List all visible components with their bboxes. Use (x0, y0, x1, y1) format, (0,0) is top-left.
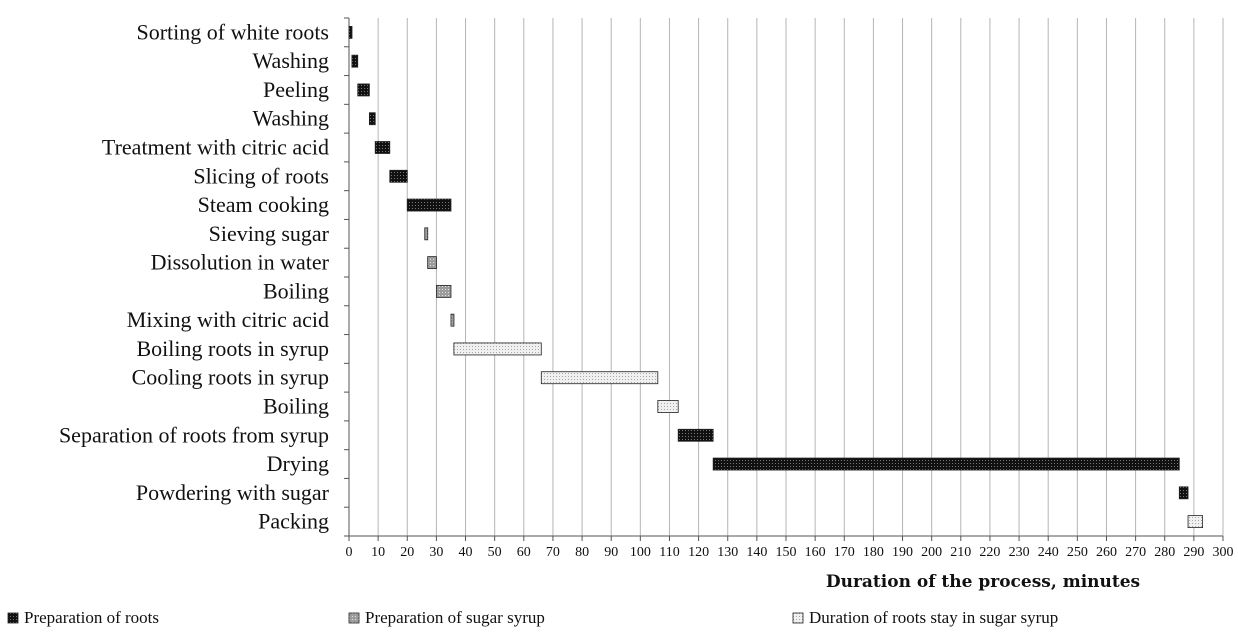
task-bar (453, 342, 542, 356)
x-tick-label: 0 (346, 545, 353, 560)
x-tick-label: 180 (863, 545, 884, 560)
x-tick-label: 90 (604, 545, 618, 560)
task-labels: Sorting of white roots Washing Peeling Wash… (59, 19, 330, 533)
task-label: Steam cooking (198, 192, 329, 217)
legend: Preparation of roots Preparation of sugar… (7, 608, 1058, 627)
task-label: Boiling roots in syrup (136, 336, 329, 361)
x-tick-label: 160 (805, 545, 826, 560)
legend-entry: Preparation of roots (24, 608, 159, 627)
x-tick-label: 210 (950, 545, 971, 560)
x-tick-label: 260 (1096, 545, 1117, 560)
task-bar (374, 141, 391, 154)
task-label: Sorting of white roots (137, 19, 330, 44)
x-tick-label: 110 (659, 545, 679, 560)
task-label: Sieving sugar (209, 221, 330, 246)
x-tick-label: 240 (1038, 545, 1059, 560)
task-bar (389, 169, 408, 183)
bars (348, 25, 1204, 529)
task-label: Mixing with citric acid (127, 307, 329, 332)
task-bar (540, 371, 659, 385)
x-tick-label: 100 (630, 545, 651, 560)
task-bar (657, 400, 679, 413)
x-tick-label: 190 (892, 545, 913, 560)
task-bar (406, 198, 452, 212)
task-bar (712, 457, 1180, 471)
x-tick-label: 220 (979, 545, 1000, 560)
task-label: Drying (267, 451, 329, 476)
x-axis-title: Duration of the process, minutes (826, 572, 1140, 592)
x-tick-label: 200 (921, 545, 942, 560)
x-tick-label: 80 (575, 545, 589, 560)
task-label: Treatment with citric acid (102, 135, 329, 160)
x-tick-labels: 0 10 20 30 40 50 60 70 80 90 100 110 120 130 140 150 160… (346, 545, 1234, 560)
task-label: Separation of roots from syrup (59, 422, 329, 447)
legend-swatch (348, 612, 360, 624)
task-label: Boiling (263, 394, 329, 419)
x-tick-label: 270 (1125, 545, 1146, 560)
legend-entry: Duration of roots stay in sugar syrup (809, 608, 1058, 627)
task-label: Washing (253, 106, 329, 131)
task-label: Slicing of roots (193, 163, 329, 188)
x-tick-label: 40 (459, 545, 473, 560)
x-tick-label: 50 (488, 545, 502, 560)
task-label: Packing (258, 509, 329, 534)
x-tick-label: 280 (1154, 545, 1175, 560)
x-tick-label: 290 (1183, 545, 1204, 560)
task-bar (424, 227, 429, 241)
legend-swatch (7, 612, 19, 624)
x-tick-label: 300 (1213, 545, 1234, 560)
axes (344, 17, 1224, 541)
x-tick-label: 130 (717, 545, 738, 560)
task-bar (435, 284, 452, 298)
x-tick-label: 60 (517, 545, 531, 560)
x-tick-label: 120 (688, 545, 709, 560)
x-tick-label: 10 (371, 545, 385, 560)
x-tick-label: 20 (400, 545, 414, 560)
task-label: Powdering with sugar (136, 480, 330, 505)
task-label: Dissolution in water (151, 250, 330, 275)
task-bar (450, 313, 455, 327)
task-bar (348, 25, 353, 39)
legend-entry: Preparation of sugar syrup (365, 608, 545, 627)
x-tick-label: 150 (776, 545, 797, 560)
x-tick-label: 250 (1067, 545, 1088, 560)
task-label: Peeling (263, 77, 329, 102)
task-bar (677, 428, 714, 442)
legend-swatch (792, 612, 804, 624)
x-tick-label: 170 (834, 545, 855, 560)
x-tick-label: 70 (546, 545, 560, 560)
grid-lines (348, 18, 1224, 536)
x-tick-label: 140 (746, 545, 767, 560)
task-label: Boiling (263, 278, 329, 303)
task-label: Cooling roots in syrup (132, 365, 329, 390)
task-bar (427, 256, 437, 270)
task-bar (368, 112, 376, 126)
x-tick-label: 230 (1009, 545, 1030, 560)
task-label: Washing (253, 48, 329, 73)
x-tick-label: 30 (429, 545, 443, 560)
task-bar (1178, 486, 1189, 500)
task-bar (357, 83, 370, 97)
task-bar (351, 54, 359, 68)
task-bar (1187, 515, 1204, 529)
